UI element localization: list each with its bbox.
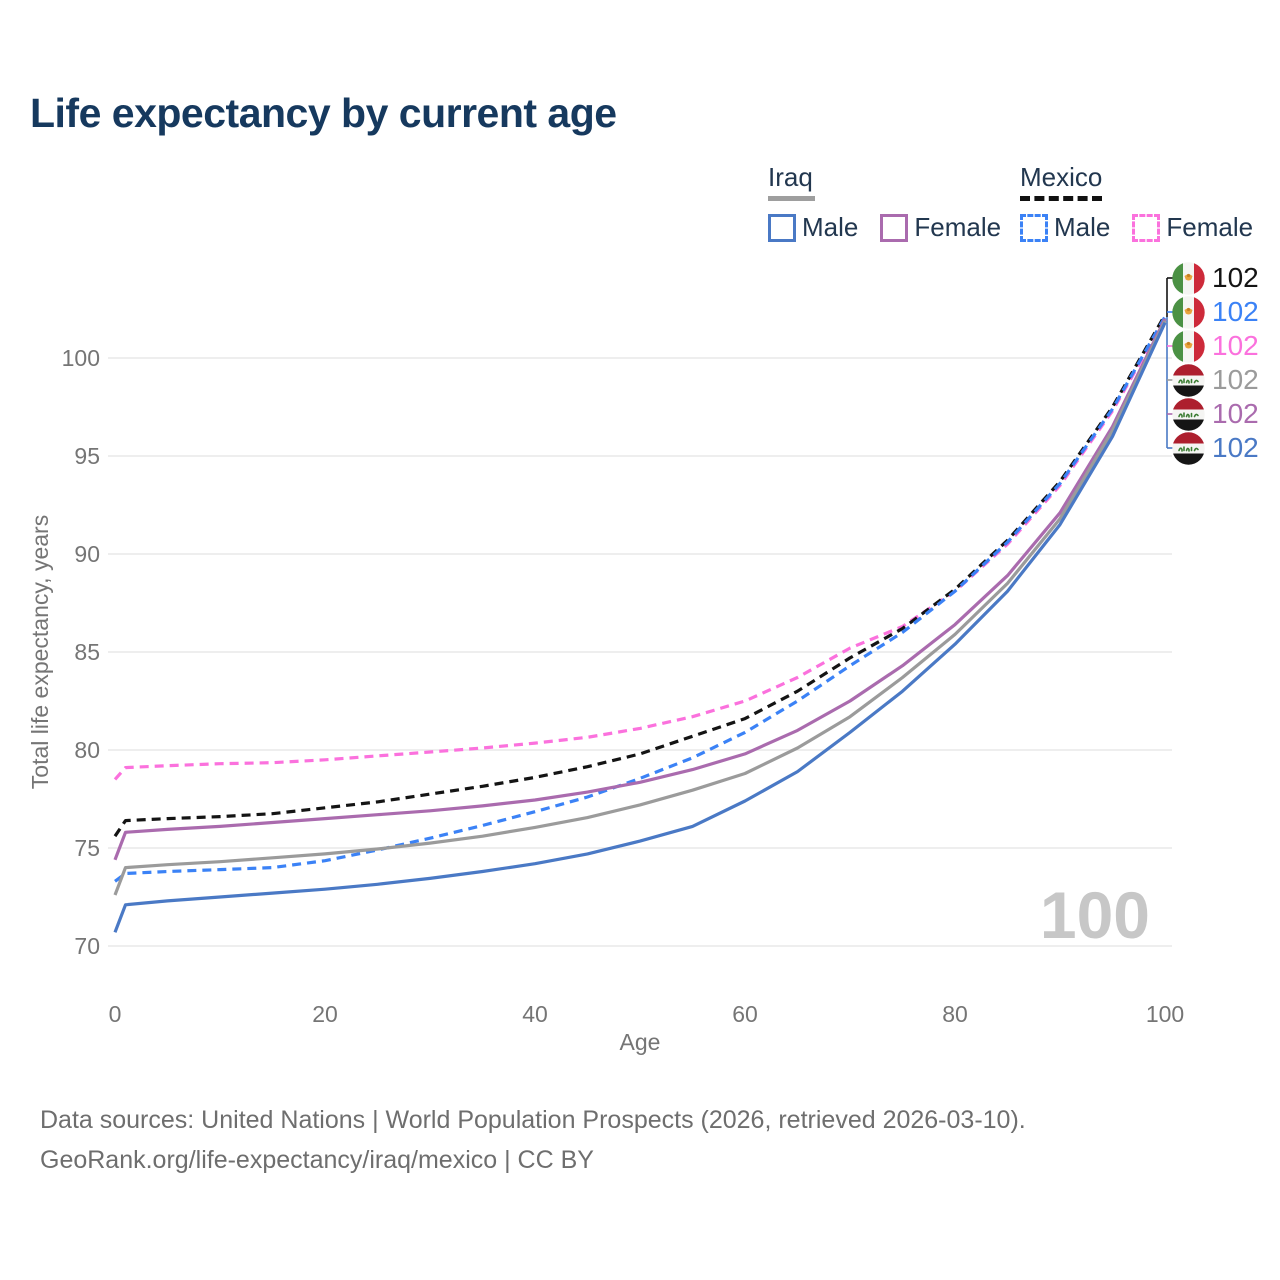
x-tick-80: 80 xyxy=(942,1001,968,1027)
legend-group-iraq: Iraq Male Female xyxy=(768,162,1001,243)
end-label-value: 102 xyxy=(1212,432,1259,463)
end-label-value: 102 xyxy=(1212,364,1259,395)
end-label-iraq-3: 102 xyxy=(1172,363,1259,397)
series-line-mexico-female[interactable] xyxy=(113,318,1167,781)
page-title: Life expectancy by current age xyxy=(30,90,617,136)
end-label-value: 102 xyxy=(1212,262,1259,293)
y-tick-80: 80 xyxy=(74,737,100,763)
x-axis-title: Age xyxy=(620,1029,661,1055)
end-label-iraq-5: 102 xyxy=(1172,431,1259,465)
y-tick-85: 85 xyxy=(74,639,100,665)
footer-sources: Data sources: United Nations | World Pop… xyxy=(40,1106,1026,1134)
series-line-iraq-female[interactable] xyxy=(113,318,1167,861)
series-line-mexico[interactable] xyxy=(113,314,1167,838)
x-tick-100: 100 xyxy=(1146,1001,1184,1027)
legend-item-iraq-male[interactable]: Male xyxy=(768,212,858,243)
series-line-mexico-male[interactable] xyxy=(114,316,1167,883)
legend-group-name: Iraq xyxy=(768,162,813,192)
legend-item-label: Male xyxy=(802,212,859,242)
legend-group-mexico: Mexico Male Female xyxy=(1020,162,1253,243)
series-line-iraq[interactable] xyxy=(113,320,1167,896)
watermark-age-100: 100 xyxy=(1040,878,1150,952)
series-line-iraq-male[interactable] xyxy=(113,322,1167,933)
x-tick-0: 0 xyxy=(109,1001,122,1027)
y-tick-90: 90 xyxy=(74,541,100,567)
mexico-flag-icon xyxy=(1172,296,1205,329)
end-label-mexico-2: 102 xyxy=(1172,329,1259,363)
end-label-value: 102 xyxy=(1212,296,1259,327)
legend-item-label: Female xyxy=(1166,212,1254,242)
end-label-mexico-0: 102 xyxy=(1172,261,1259,295)
legend-swatch-dashed xyxy=(1132,213,1161,242)
legend-item-iraq-female[interactable]: Female xyxy=(880,212,1001,243)
legend-item-mexico-male[interactable]: Male xyxy=(1020,212,1110,243)
iraq-flag-icon xyxy=(1172,432,1205,465)
legend-swatch-solid xyxy=(880,213,909,242)
y-tick-100: 100 xyxy=(62,345,100,371)
iraq-flag-icon xyxy=(1172,364,1205,397)
legend-swatch-solid xyxy=(768,213,796,242)
footer-attribution: GeoRank.org/life-expectancy/iraq/mexico … xyxy=(40,1146,594,1174)
legend-solid-underline xyxy=(768,196,815,201)
end-label-value: 102 xyxy=(1212,330,1259,361)
legend-swatch-dashed xyxy=(1020,213,1048,242)
legend-item-mexico-female[interactable]: Female xyxy=(1132,212,1253,243)
mexico-flag-icon xyxy=(1172,262,1205,295)
legend-item-label: Female xyxy=(914,212,1002,242)
y-axis-title: Total life expectancy, years xyxy=(27,515,53,789)
x-tick-40: 40 xyxy=(522,1001,548,1027)
legend-group-name: Mexico xyxy=(1020,162,1103,192)
y-tick-75: 75 xyxy=(74,835,100,861)
legend-dashed-underline xyxy=(1020,196,1102,201)
y-tick-70: 70 xyxy=(74,933,100,959)
iraq-flag-icon xyxy=(1172,398,1205,431)
end-label-value: 102 xyxy=(1212,398,1259,429)
end-label-mexico-1: 102 xyxy=(1172,295,1259,329)
mexico-flag-icon xyxy=(1172,330,1205,363)
legend-item-label: Male xyxy=(1054,212,1111,242)
x-tick-60: 60 xyxy=(732,1001,758,1027)
x-tick-20: 20 xyxy=(312,1001,338,1027)
end-label-iraq-4: 102 xyxy=(1172,397,1259,431)
y-tick-95: 95 xyxy=(74,443,100,469)
